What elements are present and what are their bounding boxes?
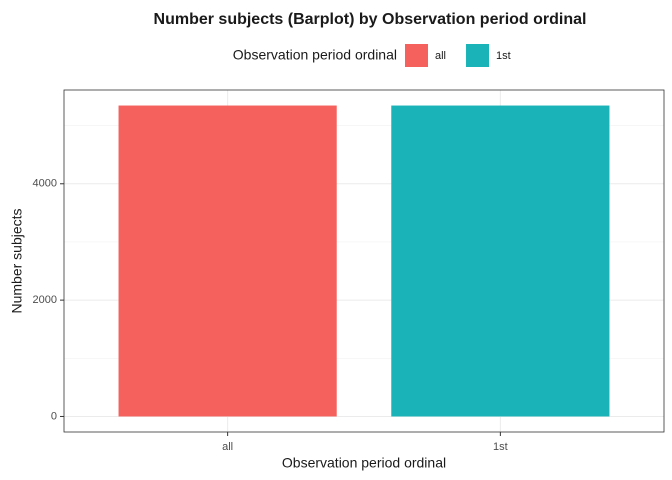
legend-label: all [435,50,446,62]
x-tick-label: 1st [493,441,508,453]
y-tick-label: 0 [51,410,57,422]
y-tick-label: 4000 [33,178,57,190]
bar [391,105,610,417]
chart-title: Number subjects (Barplot) by Observation… [154,11,587,28]
x-axis-label: Observation period ordinal [282,455,446,471]
x-tick-label: all [222,441,233,453]
y-tick-label: 2000 [33,294,57,306]
legend-label: 1st [496,50,511,62]
bar [118,105,337,417]
legend-key [405,44,428,67]
legend-key [466,44,490,67]
legend-title: Observation period ordinal [233,47,397,63]
panel-border [63,89,665,433]
y-axis-label: Number subjects [9,208,25,313]
